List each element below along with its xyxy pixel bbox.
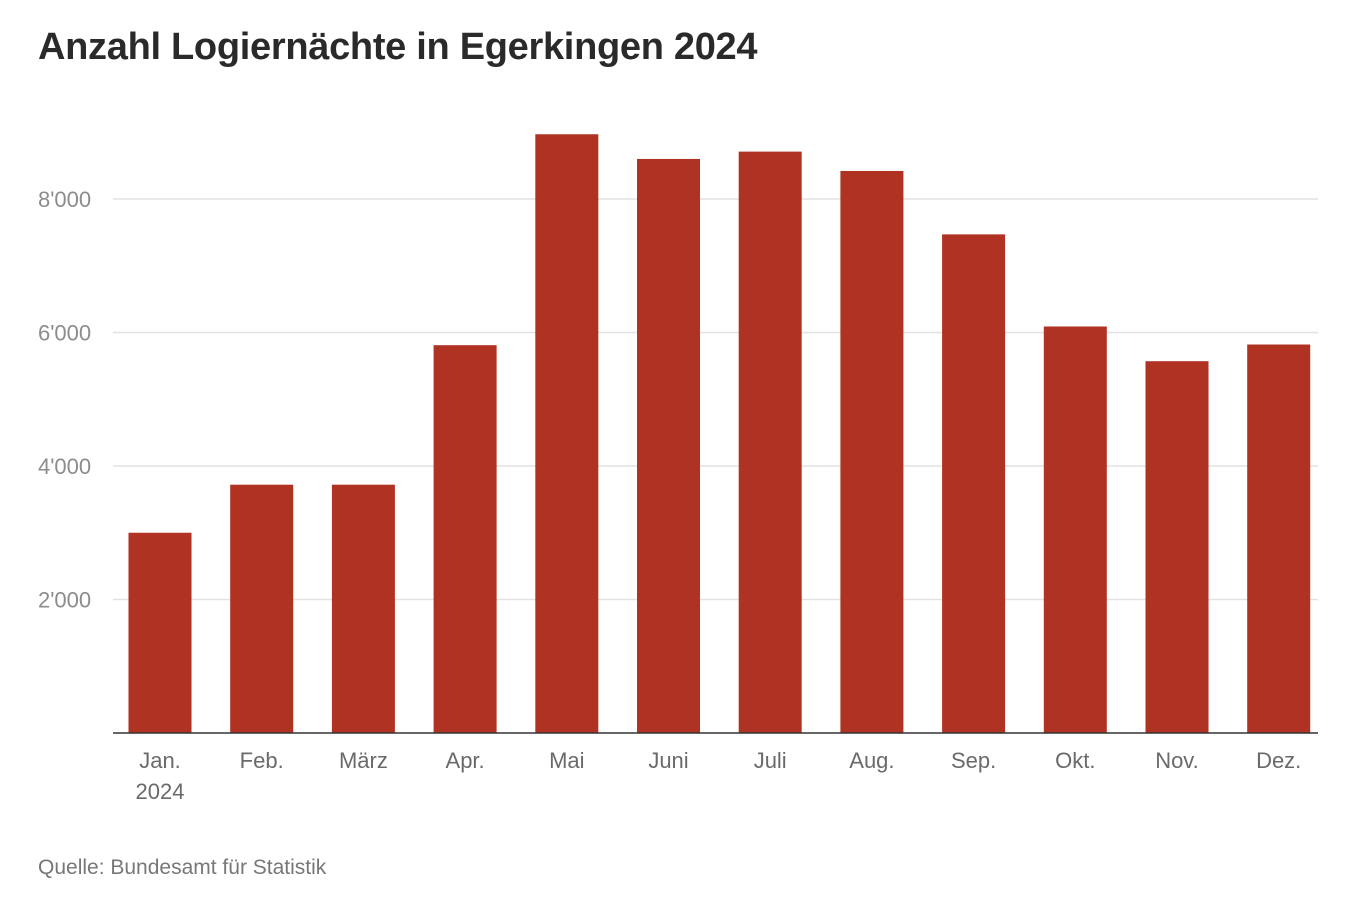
y-tick-label: 4'000 <box>38 454 91 479</box>
gridlines <box>113 198 1318 601</box>
x-category-label: Juli <box>754 748 787 773</box>
x-category-label: Feb. <box>240 748 284 773</box>
bar <box>1145 361 1209 733</box>
y-tick-label: 6'000 <box>38 321 91 346</box>
x-category-label: Juni <box>648 748 688 773</box>
bar <box>1247 344 1311 733</box>
x-category-label: Mai <box>549 748 584 773</box>
y-tick-label: 2'000 <box>38 588 91 613</box>
bar <box>433 345 497 733</box>
chart-title: Anzahl Logiernächte in Egerkingen 2024 <box>38 26 758 68</box>
x-category-label: Dez. <box>1256 748 1301 773</box>
y-axis-tick-labels: 2'000 4'000 6'000 8'000 <box>38 187 91 613</box>
bar <box>738 151 802 734</box>
x-category-label: Jan. <box>139 748 181 773</box>
x-category-label: Nov. <box>1155 748 1199 773</box>
y-tick-label: 8'000 <box>38 187 91 212</box>
x-axis-category-labels: Jan. 2024 Feb. März Apr. Mai Juni Juli Aug. Sep. O… <box>136 748 1302 804</box>
x-category-label: Okt. <box>1055 748 1095 773</box>
bar <box>637 158 700 733</box>
source-note: Quelle: Bundesamt für Statistik <box>38 856 327 879</box>
bars <box>128 134 1311 734</box>
x-category-label: Apr. <box>446 748 485 773</box>
bar <box>331 484 395 733</box>
bar <box>535 134 599 733</box>
x-category-sublabel: 2024 <box>136 779 185 804</box>
bar <box>1043 326 1107 733</box>
x-category-label: März <box>339 748 388 773</box>
bar <box>840 170 904 734</box>
x-category-label: Sep. <box>951 748 996 773</box>
x-category-label: Aug. <box>849 748 894 773</box>
bar <box>128 532 192 733</box>
bar <box>942 234 1006 733</box>
bar <box>230 484 294 733</box>
